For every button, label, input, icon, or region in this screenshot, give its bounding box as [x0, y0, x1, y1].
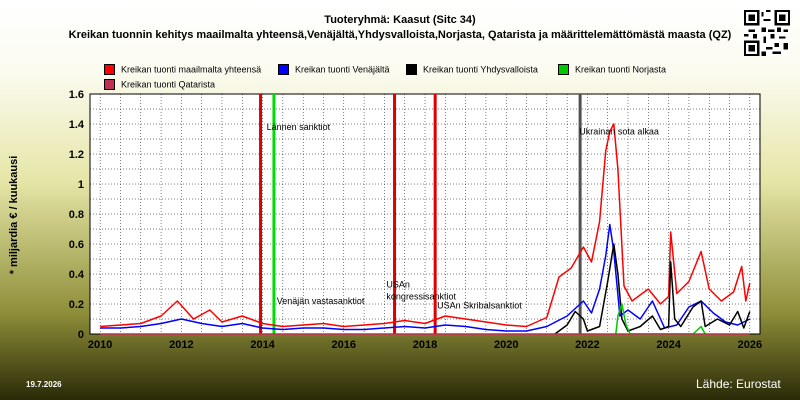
annotation-label: Venäjän vastasanktiot — [277, 296, 365, 306]
x-tick-label: 2016 — [332, 339, 356, 351]
series-line-2 — [554, 243, 751, 335]
chart-title: Tuoteryhmä: Kaasut (Sitc 34) — [324, 14, 476, 26]
x-tick-label: 2022 — [575, 339, 599, 351]
legend-swatch — [104, 64, 115, 76]
legend-item-usa: Kreikan tuonti Yhdysvalloista — [406, 64, 538, 76]
annotation-label: USAn — [386, 280, 410, 290]
legend-swatch — [406, 64, 417, 76]
x-tick-label: 2014 — [250, 339, 275, 351]
x-tick-label: 2018 — [413, 339, 437, 351]
y-tick-label: 1.6 — [69, 89, 84, 101]
date-label: 19.7.2026 — [26, 380, 62, 389]
x-tick-label: 2010 — [88, 339, 112, 351]
annotation-label: Lännen sanktiot — [267, 122, 331, 132]
y-tick-label: 0.4 — [69, 269, 85, 281]
source-label: Lähde: Eurostat — [696, 377, 781, 391]
x-tick-label: 2012 — [169, 339, 193, 351]
y-tick-label: 1.4 — [69, 119, 85, 131]
qr-code-icon — [744, 10, 790, 56]
series-line-0 — [100, 123, 751, 328]
y-tick-label: 0.2 — [69, 299, 84, 311]
annotation-label: Ukrainan sota alkaa — [579, 127, 659, 137]
legend-item-qatar: Kreikan tuonti Qatarista — [104, 79, 215, 91]
legend-swatch — [558, 64, 569, 76]
series-line-3 — [615, 303, 706, 335]
chart-subtitle: Kreikan tuonnin kehitys maailmalta yhtee… — [68, 29, 732, 41]
annotation-label: kongressisanktiot — [386, 292, 456, 302]
annotation-label: USAn Skribalsanktiot — [437, 301, 522, 311]
y-tick-label: 0.8 — [69, 209, 84, 221]
y-tick-label: 1 — [78, 179, 84, 191]
x-tick-label: 2020 — [494, 339, 518, 351]
x-tick-label: 2026 — [738, 339, 762, 351]
legend-item-world: Kreikan tuonti maailmalta yhteensä — [104, 64, 261, 76]
y-tick-label: 0.6 — [69, 239, 84, 251]
legend-item-russia: Kreikan tuonti Venäjältä — [278, 64, 390, 76]
y-tick-label: 1.2 — [69, 149, 84, 161]
legend-swatch — [278, 64, 289, 76]
legend-swatch — [104, 79, 115, 91]
x-tick-label: 2024 — [656, 339, 681, 351]
y-tick-label: 0 — [78, 329, 84, 341]
legend-item-norway: Kreikan tuonti Norjasta — [558, 64, 666, 76]
